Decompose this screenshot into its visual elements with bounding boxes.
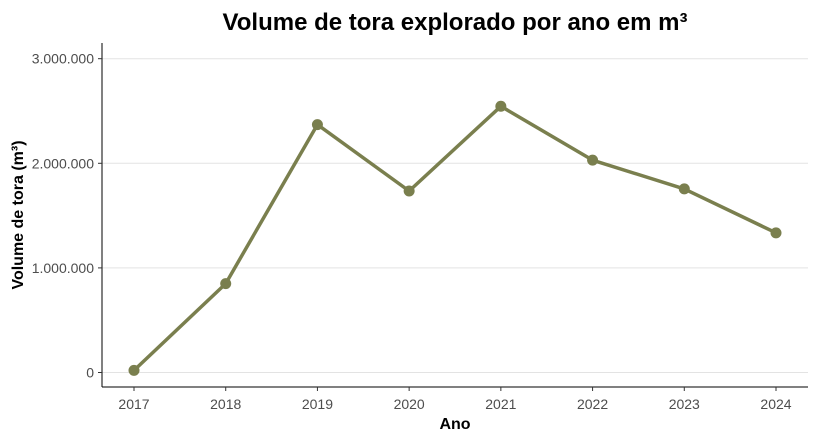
data-point — [403, 185, 415, 197]
x-tick-label: 2022 — [577, 396, 608, 412]
x-tick-label: 2023 — [669, 396, 700, 412]
data-point — [587, 154, 599, 166]
data-point — [495, 100, 507, 112]
y-tick-label: 0 — [86, 365, 94, 381]
x-tick-label: 2021 — [485, 396, 516, 412]
y-axis-ticks: 0 1.000.000 2.000.000 3.000.000 — [32, 51, 102, 381]
y-axis-label: Volume de tora (m³) — [10, 140, 27, 289]
y-tick-label: 3.000.000 — [32, 51, 94, 67]
x-tick-label: 2018 — [210, 396, 241, 412]
data-point — [770, 227, 782, 239]
chart-title: Volume de tora explorado por ano em m³ — [223, 9, 688, 36]
series-line — [132, 104, 778, 373]
x-tick-label: 2024 — [760, 396, 791, 412]
x-tick-label: 2017 — [118, 396, 149, 412]
data-point — [311, 119, 323, 131]
gridlines — [102, 58, 808, 373]
y-tick-label: 1.000.000 — [32, 260, 94, 276]
data-point — [220, 278, 232, 290]
x-tick-label: 2020 — [394, 396, 425, 412]
data-point — [128, 364, 140, 376]
y-tick-label: 2.000.000 — [32, 155, 94, 171]
data-point — [678, 183, 690, 195]
x-axis-ticks: 2017 2018 2019 2020 2021 2022 2023 2024 — [118, 387, 792, 412]
series-layer — [128, 100, 782, 376]
x-axis-label: Ano — [439, 416, 470, 433]
x-tick-label: 2019 — [302, 396, 333, 412]
